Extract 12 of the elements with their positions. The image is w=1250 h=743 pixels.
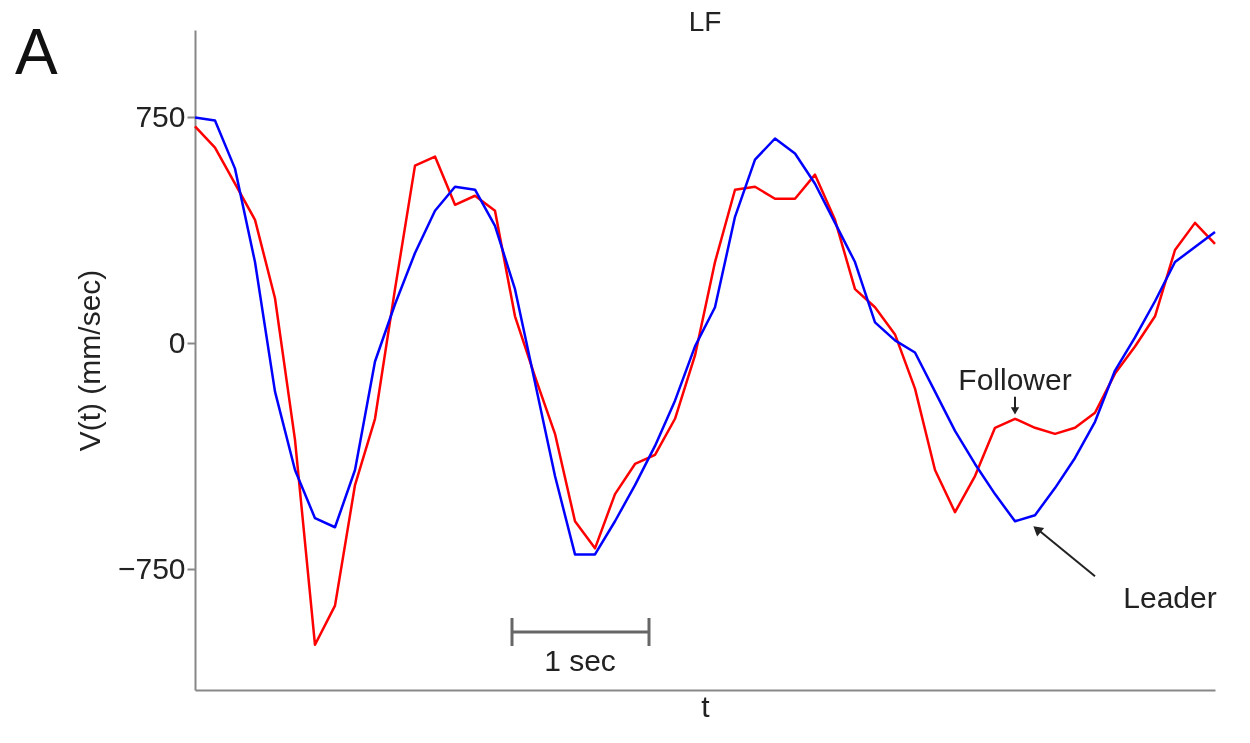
text: Leader bbox=[1123, 581, 1217, 615]
y-axis-title: V(t) (mm/sec) bbox=[72, 269, 106, 452]
text: A bbox=[15, 16, 58, 88]
y-tick-label: −750 bbox=[117, 551, 186, 585]
y-tick-label: 0 bbox=[168, 325, 186, 359]
chart-title: LF bbox=[688, 6, 722, 37]
series-label: Follower bbox=[958, 362, 1072, 396]
x-axis-title: t bbox=[701, 689, 711, 723]
line-series bbox=[193, 125, 1217, 647]
annotation: 1 sec bbox=[544, 644, 616, 677]
line-series bbox=[193, 116, 1217, 556]
y-tick-label: 750 bbox=[135, 99, 186, 133]
